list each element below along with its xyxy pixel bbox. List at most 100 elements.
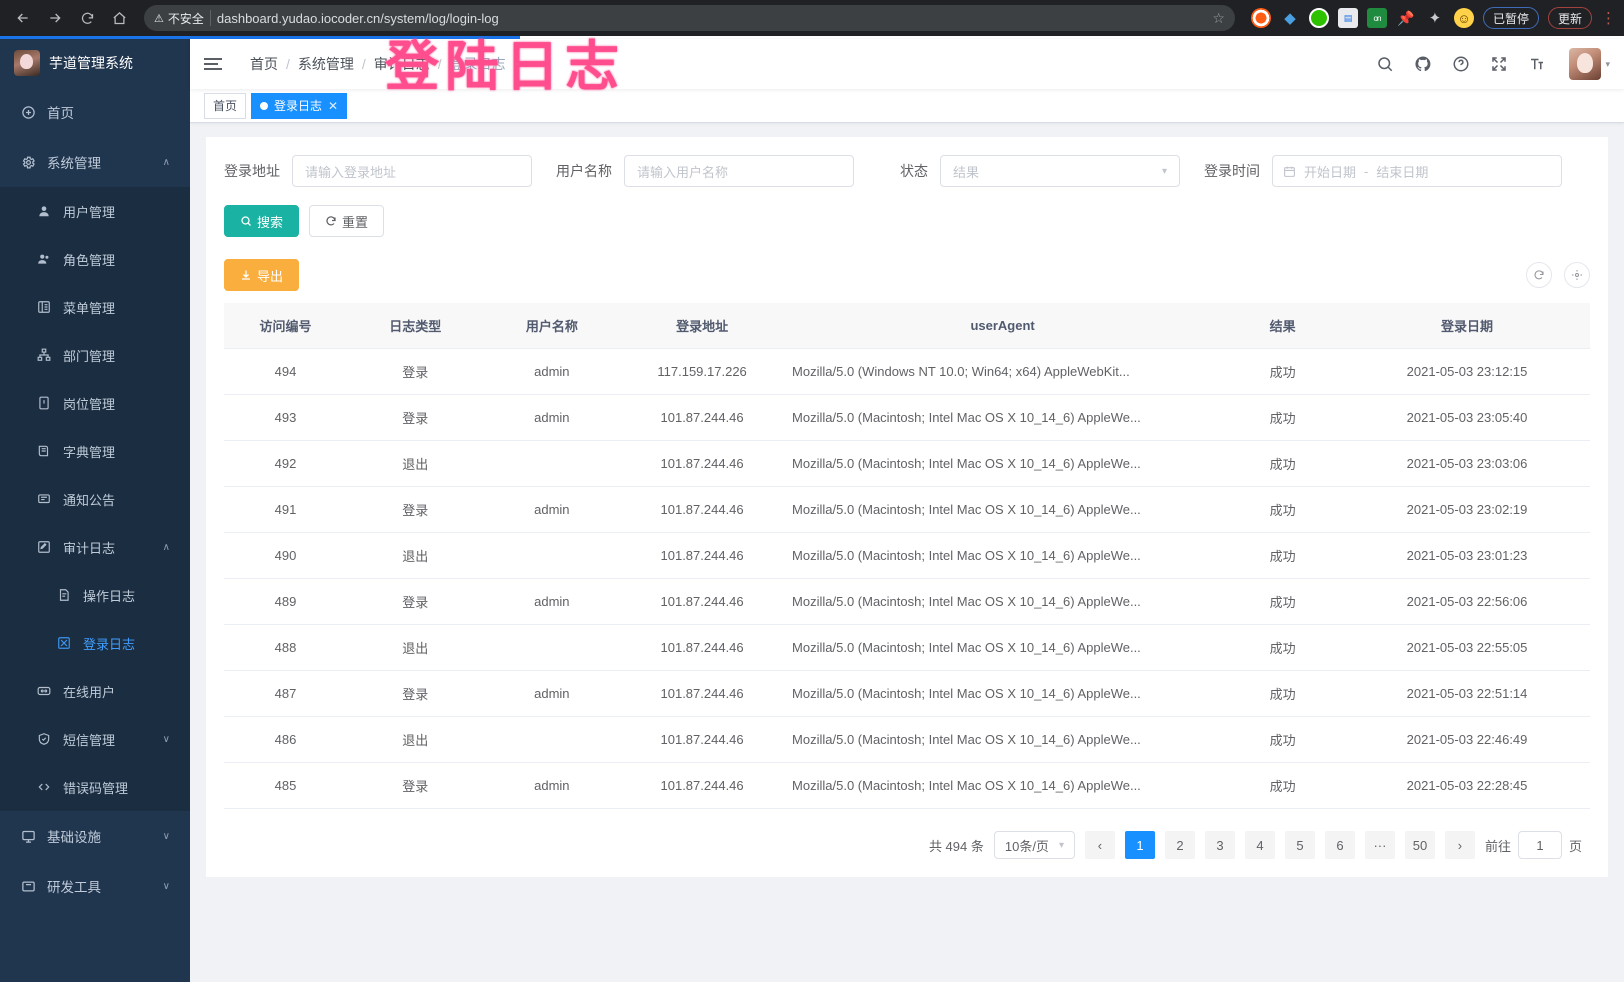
pagination-page-last[interactable]: 50 <box>1404 831 1435 859</box>
table-row[interactable]: 492 退出 101.87.244.46 Mozilla/5.0 (Macintosh… <box>224 440 1590 487</box>
table-row[interactable]: 486 退出 101.87.244.46 Mozilla/5.0 (Macintosh… <box>224 716 1590 763</box>
column-header-id[interactable]: 访问编号 <box>224 303 347 349</box>
opera-extension-icon[interactable] <box>1250 8 1271 28</box>
sidebar-item-operation-log[interactable]: 操作日志 <box>0 571 190 619</box>
sidebar-brand[interactable]: 芋道管理系统 <box>0 39 190 87</box>
pagination-page-4[interactable]: 4 <box>1244 831 1275 859</box>
sidebar-item-label: 审计日志 <box>63 540 116 556</box>
paused-pill[interactable]: 已暂停 <box>1482 7 1539 29</box>
pagination-page-2[interactable]: 2 <box>1164 831 1195 859</box>
table-row[interactable]: 485 登录 admin 101.87.244.46 Mozilla/5.0 (Maci… <box>224 762 1590 809</box>
status-select[interactable]: 结果 ▾ <box>940 155 1180 187</box>
reload-icon[interactable] <box>72 3 102 33</box>
pagination-page-1[interactable]: 1 <box>1124 831 1155 859</box>
table-row[interactable]: 494 登录 admin 117.159.17.226 Mozilla/5.0 (Win… <box>224 348 1590 395</box>
sidebar-item-role-management[interactable]: 角色管理 <box>0 235 190 283</box>
column-header-result[interactable]: 结果 <box>1221 303 1345 349</box>
page-size-select[interactable]: 10条/页 ▾ <box>993 831 1075 859</box>
github-icon[interactable] <box>1413 54 1433 74</box>
pagination-ellipsis[interactable]: ··· <box>1364 831 1395 859</box>
end-date-input[interactable]: 结束日期 <box>1376 164 1429 180</box>
column-settings-icon[interactable] <box>1564 262 1590 288</box>
column-header-user[interactable]: 用户名称 <box>483 303 621 349</box>
table-row[interactable]: 493 登录 admin 101.87.244.46 Mozilla/5.0 (Maci… <box>224 394 1590 441</box>
pagination-page-3[interactable]: 3 <box>1204 831 1235 859</box>
sidebar-item-dictionary-management[interactable]: 字典管理 <box>0 427 190 475</box>
column-header-ip[interactable]: 登录地址 <box>620 303 785 349</box>
cell-type: 退出 <box>346 532 484 579</box>
breadcrumb-item-audit-log[interactable]: 审计日志 <box>373 56 430 72</box>
cell-type: 登录 <box>346 394 484 441</box>
cell-ip: 101.87.244.46 <box>620 394 785 441</box>
sidebar-item-menu-management[interactable]: 菜单管理 <box>0 283 190 331</box>
monitor-icon <box>20 828 36 844</box>
kebab-menu-icon[interactable]: ⋮ <box>1601 9 1616 27</box>
forward-arrow-icon[interactable] <box>40 3 70 33</box>
wechat-extension-icon[interactable] <box>1308 8 1329 28</box>
green-on-extension-icon[interactable]: on <box>1366 8 1387 28</box>
security-indicator[interactable]: ⚠ 不安全 <box>154 10 204 27</box>
help-icon[interactable] <box>1451 54 1471 74</box>
pagination-page-6[interactable]: 6 <box>1324 831 1355 859</box>
sidebar-item-online-users[interactable]: 在线用户 <box>0 667 190 715</box>
blue-badge-extension-icon[interactable]: ▤ <box>1337 8 1358 28</box>
export-button[interactable]: 导出 <box>224 259 300 291</box>
hamburger-icon[interactable] <box>204 53 226 75</box>
breadcrumb-item-system[interactable]: 系统管理 <box>297 56 354 72</box>
font-size-icon[interactable] <box>1527 54 1547 74</box>
extension-icons: ◆ ▤ on 📌 ✦ ☺ 已暂停 更新 ⋮ <box>1245 7 1616 29</box>
puzzle-extension-icon[interactable]: ✦ <box>1428 10 1442 27</box>
sidebar-item-audit-log[interactable]: 审计日志 ∧ <box>0 523 190 571</box>
sidebar-item-sms-management[interactable]: 短信管理 ∨ <box>0 715 190 763</box>
star-icon[interactable]: ☆ <box>1212 9 1225 26</box>
sidebar-item-infrastructure[interactable]: 基础设施 ∨ <box>0 811 190 861</box>
table-row[interactable]: 489 登录 admin 101.87.244.46 Mozilla/5.0 (Maci… <box>224 578 1590 625</box>
pagination-next[interactable]: › <box>1444 831 1475 859</box>
table-row[interactable]: 487 登录 admin 101.87.244.46 Mozilla/5.0 (Maci… <box>224 670 1590 717</box>
sidebar-item-login-log[interactable]: 登录日志 <box>0 619 190 667</box>
jump-page-input[interactable]: 1 <box>1517 831 1562 859</box>
address-bar[interactable]: ⚠ 不安全 dashboard.yudao.iocoder.cn/system/… <box>144 5 1235 31</box>
sidebar-menu: 首页 系统管理 ∧ 用户管理 <box>0 87 190 911</box>
refresh-table-icon[interactable] <box>1526 262 1552 288</box>
back-arrow-icon[interactable] <box>8 3 38 33</box>
column-header-type[interactable]: 日志类型 <box>346 303 484 349</box>
sidebar-item-home[interactable]: 首页 <box>0 87 190 137</box>
pagination-prev[interactable]: ‹ <box>1084 831 1115 859</box>
tab-home[interactable]: 首页 <box>204 92 247 119</box>
tab-login-log[interactable]: 登录日志 ✕ <box>251 92 348 119</box>
search-button[interactable]: 搜索 <box>224 205 300 237</box>
column-header-useragent[interactable]: userAgent <box>784 303 1222 349</box>
home-icon[interactable] <box>104 3 134 33</box>
breadcrumb-item-home[interactable]: 首页 <box>250 56 278 72</box>
pagination-page-5[interactable]: 5 <box>1284 831 1315 859</box>
close-icon[interactable]: ✕ <box>328 98 339 113</box>
username-input[interactable]: 请输入用户名称 <box>624 155 854 187</box>
emoji-extension-icon[interactable]: ☺ <box>1453 8 1474 28</box>
update-pill[interactable]: 更新 <box>1547 7 1592 29</box>
field-label: 状态 <box>900 163 928 179</box>
sidebar-item-notice[interactable]: 通知公告 <box>0 475 190 523</box>
cell-result: 成功 <box>1221 624 1345 671</box>
pagination-total: 共 494 条 <box>928 838 984 854</box>
fullscreen-icon[interactable] <box>1489 54 1509 74</box>
sidebar-item-system-management[interactable]: 系统管理 ∧ <box>0 137 190 187</box>
search-icon[interactable] <box>1375 54 1395 74</box>
start-date-input[interactable]: 开始日期 <box>1304 164 1357 180</box>
login-address-input[interactable]: 请输入登录地址 <box>292 155 532 187</box>
gem-extension-icon[interactable]: ◆ <box>1284 10 1296 27</box>
active-dot-icon <box>260 101 269 110</box>
sidebar-item-department-management[interactable]: 部门管理 <box>0 331 190 379</box>
reset-button[interactable]: 重置 <box>309 205 385 237</box>
table-row[interactable]: 488 退出 101.87.244.46 Mozilla/5.0 (Macintosh… <box>224 624 1590 671</box>
sidebar-item-dev-tools[interactable]: 研发工具 ∨ <box>0 861 190 911</box>
column-header-date[interactable]: 登录日期 <box>1344 303 1590 349</box>
table-row[interactable]: 490 退出 101.87.244.46 Mozilla/5.0 (Macintosh… <box>224 532 1590 579</box>
sidebar-item-post-management[interactable]: 岗位管理 <box>0 379 190 427</box>
sidebar-item-user-management[interactable]: 用户管理 <box>0 187 190 235</box>
avatar[interactable]: ▾ <box>1569 48 1610 80</box>
pin-extension-icon[interactable]: 📌 <box>1397 9 1415 26</box>
table-row[interactable]: 491 登录 admin 101.87.244.46 Mozilla/5.0 (Maci… <box>224 486 1590 533</box>
login-time-daterange[interactable]: 开始日期 - 结束日期 <box>1272 155 1562 187</box>
sidebar-item-error-code-management[interactable]: 错误码管理 <box>0 763 190 811</box>
